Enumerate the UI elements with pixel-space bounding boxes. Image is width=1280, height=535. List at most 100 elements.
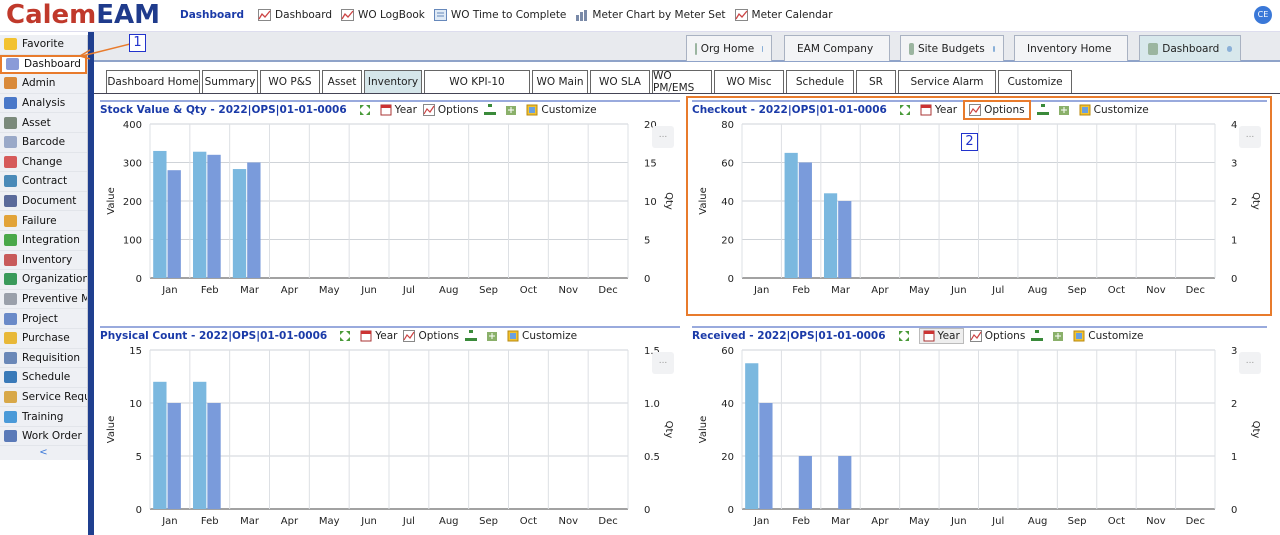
sidebar-collapse-button[interactable]: < [39, 447, 48, 459]
calem-logo[interactable]: CalemEAM [6, 0, 161, 30]
sub-tab-wo-sla[interactable]: WO SLA [590, 70, 650, 93]
topnav-dashboard-active[interactable]: Dashboard [180, 9, 245, 21]
org-button[interactable] [464, 330, 480, 342]
customize-button[interactable]: Customize [1079, 104, 1149, 116]
customize-button[interactable]: Customize [526, 104, 597, 116]
year-button[interactable]: Year [380, 104, 417, 116]
sub-tab-summary[interactable]: Summary [202, 70, 258, 93]
sidebar-item-barcode[interactable]: Barcode [0, 133, 87, 153]
options-button[interactable]: Options [969, 330, 1025, 342]
bar-series-1[interactable] [193, 381, 207, 509]
sub-tab-schedule[interactable]: Schedule [786, 70, 854, 93]
export-button[interactable] [1052, 330, 1067, 342]
sidebar-item-asset[interactable]: Asset [0, 113, 87, 133]
expand-button[interactable] [359, 104, 374, 116]
topnav-wo-time-to-complete[interactable]: WO Time to Complete [433, 9, 566, 21]
sub-tab-wo-pm-ems[interactable]: WO PM/EMS [652, 70, 712, 94]
year-button[interactable]: Year [918, 328, 964, 344]
bar-series-1[interactable] [823, 193, 838, 278]
options-button[interactable]: Options [422, 104, 478, 116]
customize-button[interactable]: Customize [1073, 330, 1143, 342]
sidebar-item-dashboard[interactable]: Dashboard [0, 54, 87, 75]
sidebar-item-service-request[interactable]: Service Request [0, 388, 87, 408]
sidebar-item-purchase[interactable]: Purchase [0, 329, 87, 349]
app-tab-site-budgets[interactable]: Site Budgets [900, 35, 1004, 61]
export-button[interactable] [1058, 104, 1073, 116]
bar-series-2[interactable] [838, 456, 852, 509]
user-avatar[interactable]: CE [1254, 6, 1272, 24]
options-button[interactable]: Options [963, 100, 1031, 120]
org-button[interactable] [484, 104, 499, 116]
sidebar-divider[interactable] [88, 32, 94, 535]
app-tab-label: Site Budgets [917, 42, 985, 55]
sub-tab-wo-kpi-10[interactable]: WO KPI-10 [424, 70, 530, 93]
sub-tab-wo-p-s[interactable]: WO P&S [260, 70, 320, 93]
bar-chart: 0 0 20 1 40 2 60 3 Jan Feb Mar Apr May Jun Jul Aug Sep Oc… [698, 346, 1261, 527]
sidebar-item-failure[interactable]: Failure [0, 211, 87, 231]
sidebar-item-integration[interactable]: Integration [0, 231, 87, 251]
options-button[interactable]: Options [403, 330, 459, 342]
sidebar-item-admin[interactable]: Admin [0, 74, 87, 94]
bar-series-1[interactable] [153, 150, 167, 278]
chart-menu-button[interactable]: ... [1239, 352, 1261, 374]
export-button[interactable] [505, 104, 520, 116]
bar-series-1[interactable] [232, 169, 247, 278]
sub-tab-wo-main[interactable]: WO Main [532, 70, 588, 93]
bar-series-2[interactable] [167, 403, 181, 509]
sub-tab-wo-misc[interactable]: WO Misc [714, 70, 784, 93]
org-button[interactable] [1031, 330, 1046, 342]
bar-series-1[interactable] [153, 381, 167, 509]
app-tab-inventory-home[interactable]: Inventory Home [1014, 35, 1128, 61]
bar-series-2[interactable] [247, 162, 261, 279]
sidebar-item-schedule[interactable]: Schedule [0, 368, 87, 388]
x-tick-label: Jun [360, 285, 377, 296]
expand-button[interactable] [339, 330, 354, 342]
sidebar-item-preventive-main[interactable]: Preventive Main [0, 290, 87, 310]
bar-series-2[interactable] [207, 403, 221, 509]
year-button[interactable]: Year [360, 330, 397, 342]
bar-series-2[interactable] [798, 456, 812, 509]
sidebar-item-inventory[interactable]: Inventory [0, 251, 87, 271]
customize-button[interactable]: Customize [507, 330, 577, 342]
bar-series-2[interactable] [798, 162, 812, 279]
sidebar-item-favorite[interactable]: Favorite [0, 35, 87, 55]
chart-menu-button[interactable]: ... [1239, 126, 1261, 148]
chart-menu-button[interactable]: ... [652, 352, 674, 374]
sidebar-item-contract[interactable]: Contract [0, 172, 87, 192]
expand-button[interactable] [899, 104, 914, 116]
sidebar-item-analysis[interactable]: Analysis [0, 94, 87, 114]
bar-series-2[interactable] [207, 154, 221, 278]
sidebar-item-document[interactable]: Document [0, 192, 87, 212]
sub-tab-service-alarm[interactable]: Service Alarm [898, 70, 996, 93]
org-button[interactable] [1036, 104, 1052, 116]
sidebar-item-project[interactable]: Project [0, 309, 87, 329]
bar-series-2[interactable] [167, 170, 181, 278]
export-button[interactable] [486, 330, 501, 342]
year-button[interactable]: Year [920, 104, 957, 116]
bar-chart-icon [576, 10, 588, 21]
sub-tab-customize[interactable]: Customize [998, 70, 1072, 93]
sidebar-item-requisition[interactable]: Requisition [0, 349, 87, 369]
sidebar-item-change[interactable]: Change [0, 153, 87, 173]
expand-button[interactable] [898, 330, 913, 342]
app-tab-dashboard[interactable]: Dashboard [1139, 35, 1241, 61]
topnav-meter-chart[interactable]: Meter Chart by Meter Set [575, 9, 726, 21]
sub-tab-asset[interactable]: Asset [322, 70, 362, 93]
bar-series-1[interactable] [784, 152, 798, 278]
topnav-meter-calendar[interactable]: Meter Calendar [734, 9, 833, 21]
chart-menu-button[interactable]: ... [652, 126, 674, 148]
sub-tab-sr[interactable]: SR [856, 70, 896, 93]
bar-series-2[interactable] [838, 201, 852, 278]
app-tab-eam-company[interactable]: EAM Company [784, 35, 890, 61]
sidebar-item-organization[interactable]: Organization [0, 270, 87, 290]
sidebar-item-work-order[interactable]: Work Order [0, 427, 87, 447]
bar-series-2[interactable] [759, 403, 773, 509]
topnav-dashboard[interactable]: Dashboard [258, 9, 332, 21]
app-tab-org-home[interactable]: Org Home [686, 35, 772, 61]
bar-series-1[interactable] [193, 151, 207, 278]
topnav-wo-logbook[interactable]: WO LogBook [341, 9, 425, 21]
bar-series-1[interactable] [745, 363, 759, 509]
sidebar-item-training[interactable]: Training [0, 407, 87, 427]
sub-tab-inventory[interactable]: Inventory [364, 70, 422, 93]
sub-tab-dashboard-home[interactable]: Dashboard Home [106, 70, 200, 93]
